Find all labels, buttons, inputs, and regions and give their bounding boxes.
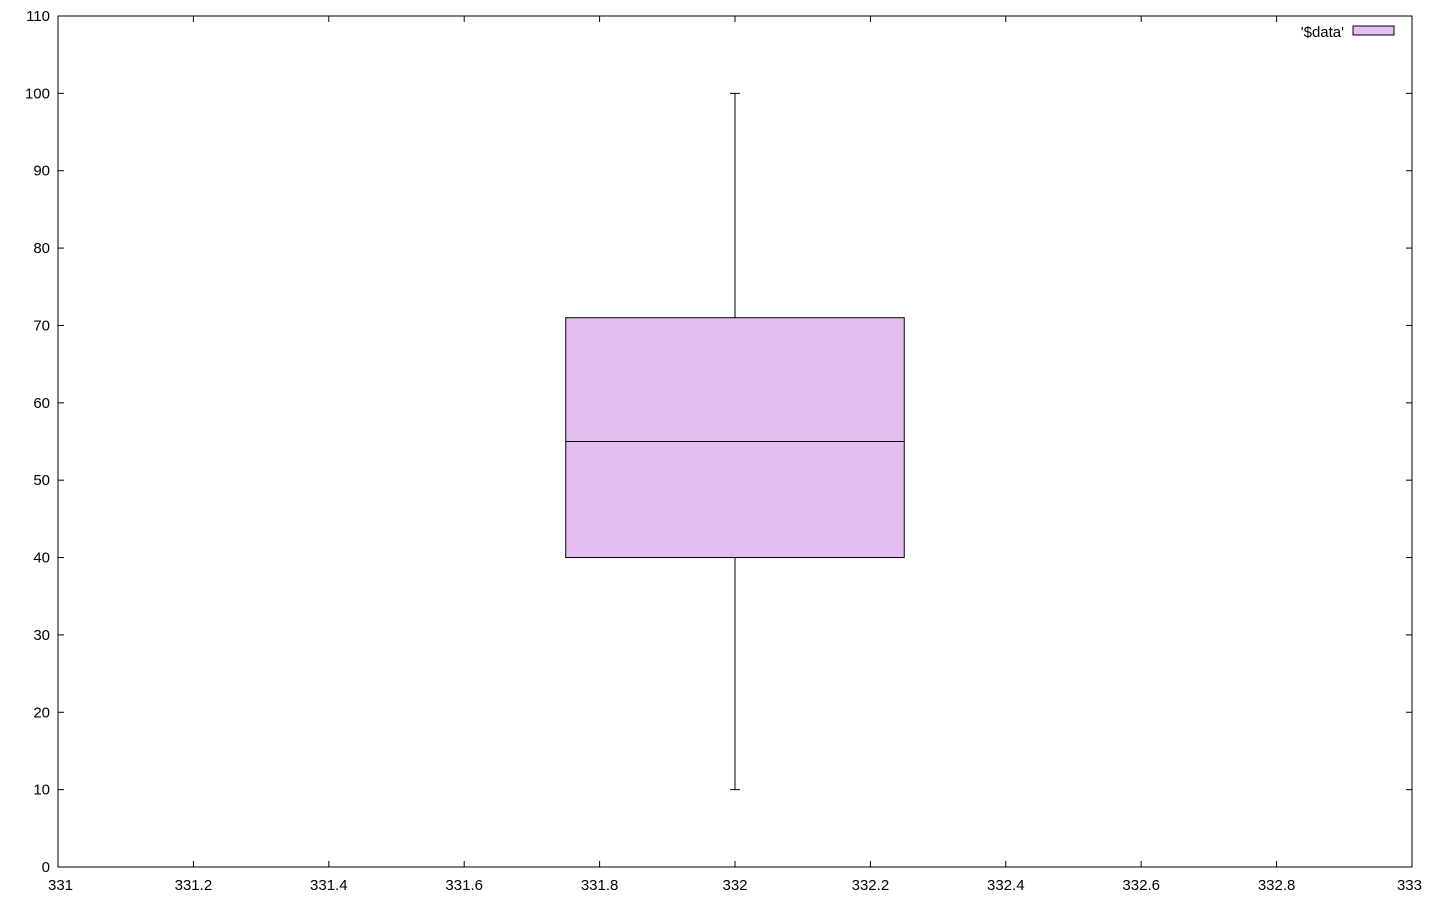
legend: '$data' [1301,24,1395,41]
x-tick-label: 332.8 [1258,877,1296,894]
y-tick-label: 20 [33,704,50,721]
x-tick-label: 331.6 [445,877,483,894]
x-tick-label: 333 [1397,877,1422,894]
x-tick-label: 332 [722,877,747,894]
y-tick-label: 110 [26,8,50,25]
y-tick-label: 0 [42,859,50,876]
x-tick-label: 332.2 [852,877,890,894]
y-tick-labels: 0 10 20 30 40 50 60 70 80 90 100 110 [25,8,50,876]
x-tick-label: 331.4 [310,877,348,894]
y-tick-label: 50 [33,472,50,489]
plot-area-frame [57,15,1413,868]
y-tick-label: 100 [25,85,50,102]
y-tick-label: 60 [33,395,50,412]
y-tick-label: 40 [33,550,50,567]
interquartile-box [565,317,905,559]
legend-label: '$data' [1301,24,1344,41]
legend-swatch [1352,25,1395,36]
y-tick-label: 70 [33,317,50,334]
x-tick-label: 331 [48,877,73,894]
x-tick-label: 332.4 [987,877,1025,894]
y-tick-label: 90 [33,163,50,180]
y-tick-label: 30 [33,627,50,644]
x-tick-label: 332.6 [1122,877,1160,894]
box-series [565,92,905,791]
x-tick-label: 331.2 [175,877,213,894]
y-tick-label: 80 [33,240,50,257]
x-tick-label: 331.8 [581,877,619,894]
x-tick-labels: 331 331.2 331.4 331.6 331.8 332 332.2 332.4 332.… [48,877,1422,894]
y-tick-label: 10 [33,782,50,799]
